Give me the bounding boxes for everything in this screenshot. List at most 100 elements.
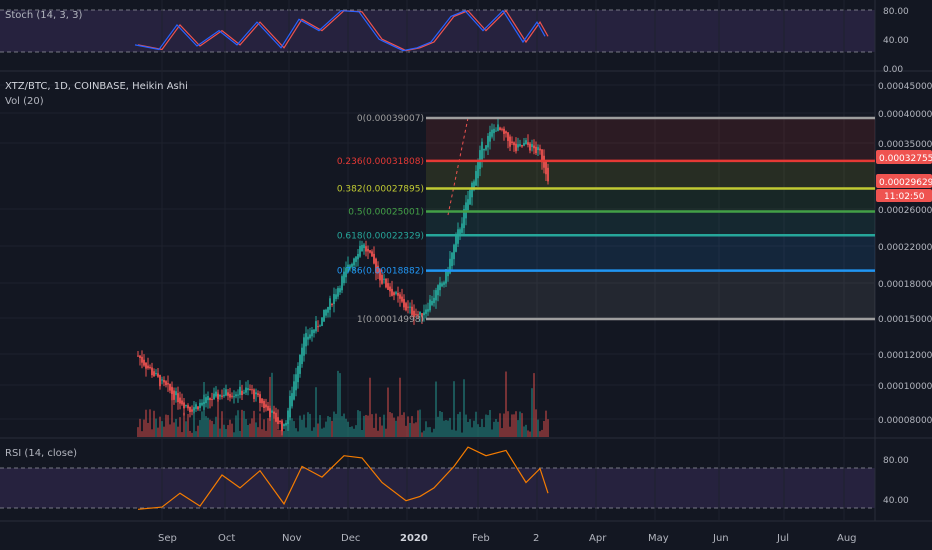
volume-bar [441,412,443,437]
volume-bar [483,427,485,437]
candle-body [423,312,425,316]
candle-body [301,347,303,365]
fib-level-label: 0.618(0.00022329) [337,231,424,241]
volume-bar [299,415,301,437]
candle-body [143,359,145,366]
candle-body [255,392,257,395]
time-axis-label: Oct [218,533,235,544]
volume-bar [361,430,363,437]
volume-bar [187,414,189,437]
candle-body [441,283,443,287]
candle-body [281,421,283,432]
symbol-title[interactable]: XTZ/BTC, 1D, COINBASE, Heikin Ashi [5,81,188,92]
candle-body [375,258,377,274]
price-axis[interactable]: 80.00 40.00 0.00 0.00045000 0.00040000 0… [878,7,932,506]
volume-bar [217,392,219,437]
time-axis-label: Nov [282,533,302,544]
volume-label[interactable]: Vol (20) [5,96,44,107]
volume-bar [479,426,481,437]
candle-body [335,294,337,299]
candle-body [513,142,515,146]
candle-body [469,190,471,205]
fib-level-label: 1(0.00014998) [357,315,424,325]
candle-body [317,326,319,328]
candle-body [381,274,383,284]
volume-bar [473,420,475,437]
volume-bar [355,425,357,437]
stoch-label[interactable]: Stoch (14, 3, 3) [5,10,82,21]
candle-body [159,375,161,387]
volume-bar [339,373,341,437]
volume-bar [323,427,325,437]
volume-bar [437,416,439,437]
volume-bar [393,417,395,437]
candle-body [467,199,469,211]
volume-bar [469,419,471,437]
candle-body [453,244,455,260]
candle-body [261,398,263,404]
candle-body [141,356,143,363]
volume-bar [495,419,497,437]
candle-body [319,325,321,327]
rsi-label[interactable]: RSI (14, close) [5,448,77,459]
candle-body [507,132,509,141]
volume-bar [511,414,513,437]
candle-body [277,417,279,425]
price-axis-label: 0.00012000 [878,351,932,361]
volume-bar [415,422,417,437]
price-tags: 0.00032755 0.00029629 11:02:50 [876,150,932,202]
fib-level-label: 0.382(0.00027895) [337,185,424,195]
candle-body [267,405,269,411]
volume-bar [151,429,153,437]
volume-bar [181,432,183,437]
candle-body [259,394,261,403]
candle-body [491,129,493,137]
volume-bar [291,418,293,437]
candle-body [241,390,243,396]
fib-level-label: 0.5(0.00025001) [348,208,424,218]
price-axis-label: 0.00035000 [878,140,932,150]
candle-body [443,282,445,285]
candle-body [163,379,165,383]
volume-bar [317,423,319,437]
volume-bar [149,409,151,437]
volume-bar [425,421,427,437]
volume-bar [243,410,245,437]
candle-body [191,409,193,412]
candle-body [253,389,255,399]
volume-bar [143,419,145,437]
time-axis-label: Dec [341,533,360,544]
volume-bar [375,413,377,437]
candle-body [331,303,333,305]
volume-bar [319,415,321,437]
candle-body [269,408,271,418]
candle-body [477,160,479,179]
volume-bar [225,429,227,437]
rsi-line [137,446,549,510]
volume-bars [137,370,549,437]
candle-body [417,314,419,316]
candle-body [243,392,245,394]
stoch-d-line [137,9,549,52]
volume-bar [525,424,527,437]
volume-bar [267,418,269,437]
volume-bar [363,415,365,437]
volume-bar [305,427,307,437]
volume-bar [279,430,281,437]
candle-body [435,290,437,301]
candle-body [257,393,259,396]
volume-bar [209,419,211,437]
candle-body [533,145,535,149]
time-axis[interactable]: Sep Oct Nov Dec 2020 Feb 2 Apr May Jun J… [158,533,857,544]
candle-body [445,269,447,284]
volume-bar [191,432,193,437]
volume-bar [381,425,383,437]
volume-bar [389,412,391,437]
volume-bar [341,416,343,437]
volume-bar [391,413,393,437]
candle-body [355,256,357,262]
time-axis-label: Apr [589,533,607,544]
candle-body [161,379,163,381]
time-axis-label: 2 [533,533,539,544]
